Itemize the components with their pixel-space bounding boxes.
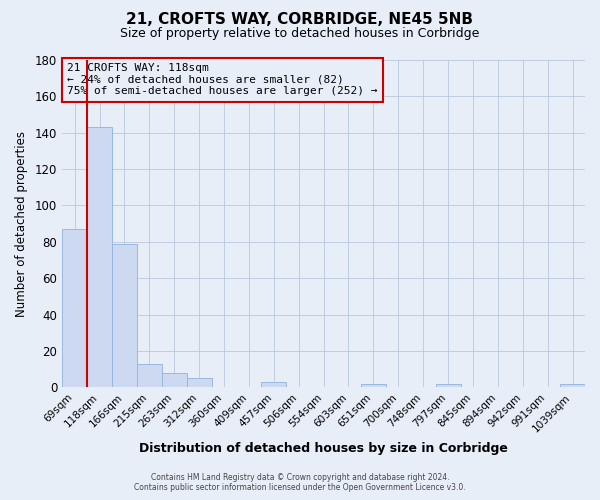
Bar: [112, 244, 137, 388]
Bar: [187, 378, 212, 388]
Text: 21, CROFTS WAY, CORBRIDGE, NE45 5NB: 21, CROFTS WAY, CORBRIDGE, NE45 5NB: [127, 12, 473, 28]
Bar: [162, 373, 187, 388]
Bar: [361, 384, 386, 388]
Bar: [560, 384, 585, 388]
Bar: [262, 382, 286, 388]
X-axis label: Distribution of detached houses by size in Corbridge: Distribution of detached houses by size …: [139, 442, 508, 455]
Text: Contains HM Land Registry data © Crown copyright and database right 2024.
Contai: Contains HM Land Registry data © Crown c…: [134, 473, 466, 492]
Bar: [436, 384, 461, 388]
Text: 21 CROFTS WAY: 118sqm
← 24% of detached houses are smaller (82)
75% of semi-deta: 21 CROFTS WAY: 118sqm ← 24% of detached …: [67, 64, 378, 96]
Text: Size of property relative to detached houses in Corbridge: Size of property relative to detached ho…: [121, 28, 479, 40]
Bar: [62, 229, 87, 388]
Bar: [137, 364, 162, 388]
Y-axis label: Number of detached properties: Number of detached properties: [15, 130, 28, 316]
Bar: [87, 128, 112, 388]
